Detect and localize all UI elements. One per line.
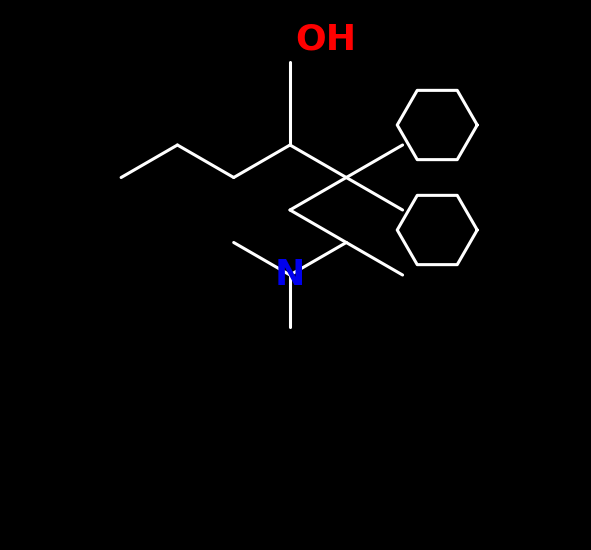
- Text: OH: OH: [295, 23, 356, 57]
- Text: N: N: [275, 258, 305, 292]
